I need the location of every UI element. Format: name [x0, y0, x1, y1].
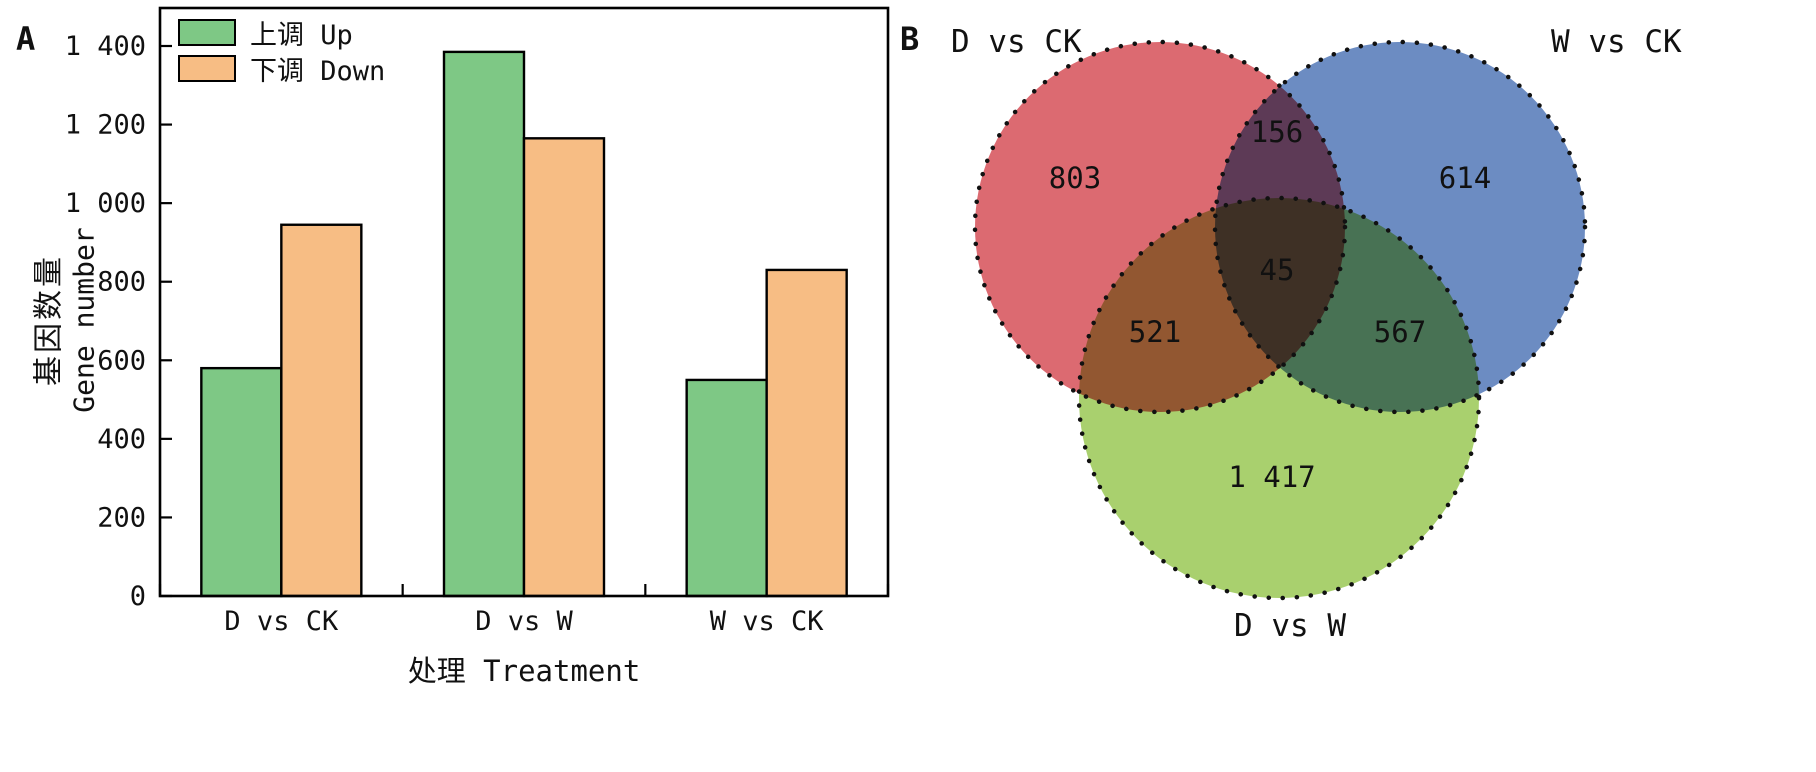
bar-chart: D vs CK D vs W W vs CK 0 200 400 600 800 1 000 1 … — [65, 6, 890, 637]
y-tick-label: 1 200 — [65, 110, 146, 141]
legend-label-up: 上调 Up — [250, 19, 353, 51]
venn-outline-d-vs-ck — [972, 39, 1348, 415]
venn-circles — [975, 42, 1585, 598]
venn-value-w-ck-only: 614 — [1439, 161, 1491, 195]
venn-value-wck-and-dw: 567 — [1374, 315, 1426, 349]
y-tick-label: 0 — [130, 581, 146, 612]
bar-W vs CK-下调 Down — [765, 268, 848, 598]
venn-label-d-vs-ck: D vs CK — [951, 24, 1082, 60]
venn-diagram: D vs CK W vs CK D vs W 803 614 156 45 52… — [951, 24, 1682, 644]
venn-label-d-vs-w: D vs W — [1234, 608, 1346, 644]
category-label: D vs W — [475, 606, 573, 637]
x-axis-label: 处理 Treatment — [407, 654, 641, 688]
venn-label-w-vs-ck: W vs CK — [1551, 24, 1682, 60]
y-axis-label-cn: 基因数量 — [31, 254, 67, 386]
venn-dotted-outlines — [972, 39, 1588, 601]
legend-item-up: 上调 Up — [178, 14, 385, 51]
category-label: W vs CK — [710, 606, 825, 637]
venn-value-d-ck-only: 803 — [1049, 161, 1101, 195]
legend-swatch-up — [178, 18, 236, 46]
venn-value-dck-and-dw: 521 — [1129, 315, 1181, 349]
venn-value-d-w-only: 1 417 — [1228, 460, 1315, 494]
panel-b-letter: B — [900, 20, 920, 58]
bar-D vs CK-上调 Up — [200, 366, 283, 598]
legend-label-down: 下调 Down — [250, 55, 386, 87]
y-tick-label: 1 400 — [65, 31, 146, 62]
bar-D vs CK-下调 Down — [280, 223, 363, 598]
plot-frame — [158, 6, 890, 598]
panel-a-letter: A — [16, 20, 36, 58]
venn-outline-d-vs-w — [1076, 195, 1482, 601]
bar-D vs W-下调 Down — [522, 137, 606, 598]
y-tick-label: 200 — [97, 502, 146, 533]
y-tick-label: 600 — [97, 345, 146, 376]
legend-item-down: 下调 Down — [178, 50, 386, 87]
y-tick-label: 400 — [97, 424, 146, 455]
venn-value-dck-and-wck: 156 — [1251, 115, 1303, 149]
bar-D vs W-上调 Up — [442, 50, 526, 598]
bar-W vs CK-上调 Up — [685, 378, 768, 598]
venn-circle-d-vs-w — [1079, 198, 1479, 598]
y-tick-label: 800 — [97, 267, 146, 298]
venn-value-all-three: 45 — [1260, 253, 1295, 287]
category-label: D vs CK — [224, 606, 339, 637]
y-tick-label: 1 000 — [65, 188, 146, 219]
y-axis-label-en: Gene number — [67, 227, 101, 413]
legend-swatch-down — [178, 54, 236, 82]
legend: 上调 Up 下调 Down — [178, 14, 386, 87]
venn-outline-w-vs-ck — [1212, 39, 1588, 415]
y-axis-label: 基因数量 Gene number — [24, 227, 101, 412]
